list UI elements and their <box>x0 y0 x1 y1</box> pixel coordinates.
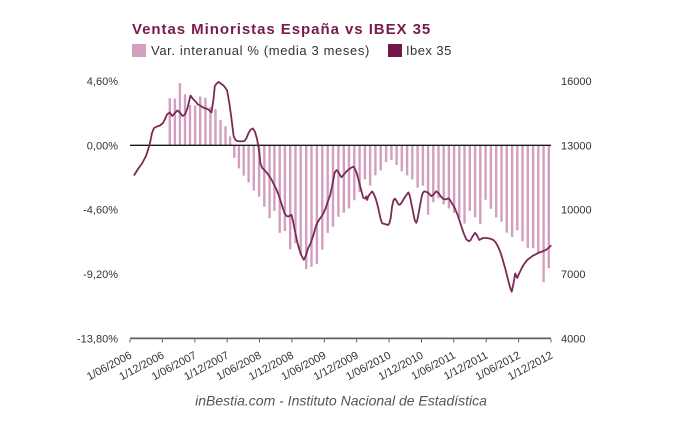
svg-text:0,00%: 0,00% <box>87 140 118 152</box>
svg-text:4,60%: 4,60% <box>87 76 118 88</box>
svg-text:Ventas Minoristas España vs IB: Ventas Minoristas España vs IBEX 35 <box>132 21 431 38</box>
svg-text:13000: 13000 <box>561 140 592 152</box>
svg-text:-9,20%: -9,20% <box>83 269 118 281</box>
svg-text:-13,80%: -13,80% <box>77 333 118 345</box>
svg-text:inBestia.com - Instituto Nacio: inBestia.com - Instituto Nacional de Est… <box>195 393 487 409</box>
svg-text:-4,60%: -4,60% <box>83 205 118 217</box>
svg-text:Ibex 35: Ibex 35 <box>406 43 452 58</box>
svg-text:16000: 16000 <box>561 76 592 88</box>
svg-text:4000: 4000 <box>561 333 585 345</box>
svg-text:Var. interanual % (media 3 mes: Var. interanual % (media 3 meses) <box>151 43 370 58</box>
svg-text:10000: 10000 <box>561 205 592 217</box>
svg-text:7000: 7000 <box>561 269 585 281</box>
